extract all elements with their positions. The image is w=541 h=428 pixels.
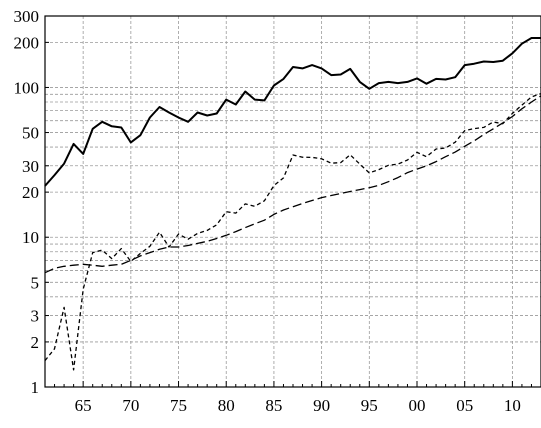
y-tick-label: 20 [22,183,39,202]
grid-lines [45,15,541,388]
x-tick-label: 05 [456,396,473,415]
axis-ticks [44,15,541,388]
y-tick-label: 10 [22,228,39,247]
x-tick-label: 10 [504,396,521,415]
y-tick-label: 30 [22,157,39,176]
y-tick-label: 1 [31,378,40,397]
x-tick-label: 80 [218,396,235,415]
y-tick-label: 300 [14,7,40,26]
x-tick-label: 90 [313,396,330,415]
x-tick-label: 85 [265,396,282,415]
y-tick-label: 5 [31,273,40,292]
x-tick-label: 75 [170,396,187,415]
y-tick-label: 100 [14,78,40,97]
series-line-3-longdash [44,95,541,274]
axis-tick-labels: 1 2 3 5 10 20 30 50 100 200 300 65 70 75 80 85 90 95 00 05 1… [14,7,521,415]
x-tick-label: 95 [361,396,378,415]
y-tick-label: 2 [31,333,40,352]
y-tick-label: 200 [14,33,40,52]
x-tick-label: 65 [75,396,92,415]
y-tick-label: 50 [22,124,39,143]
plot-frame [44,15,541,388]
series-lines [44,37,541,371]
series-line-1-solid [44,37,541,187]
y-tick-label: 3 [31,307,40,326]
x-tick-label: 00 [409,396,426,415]
x-tick-label: 70 [122,396,139,415]
series-line-2-dashed [44,92,541,371]
